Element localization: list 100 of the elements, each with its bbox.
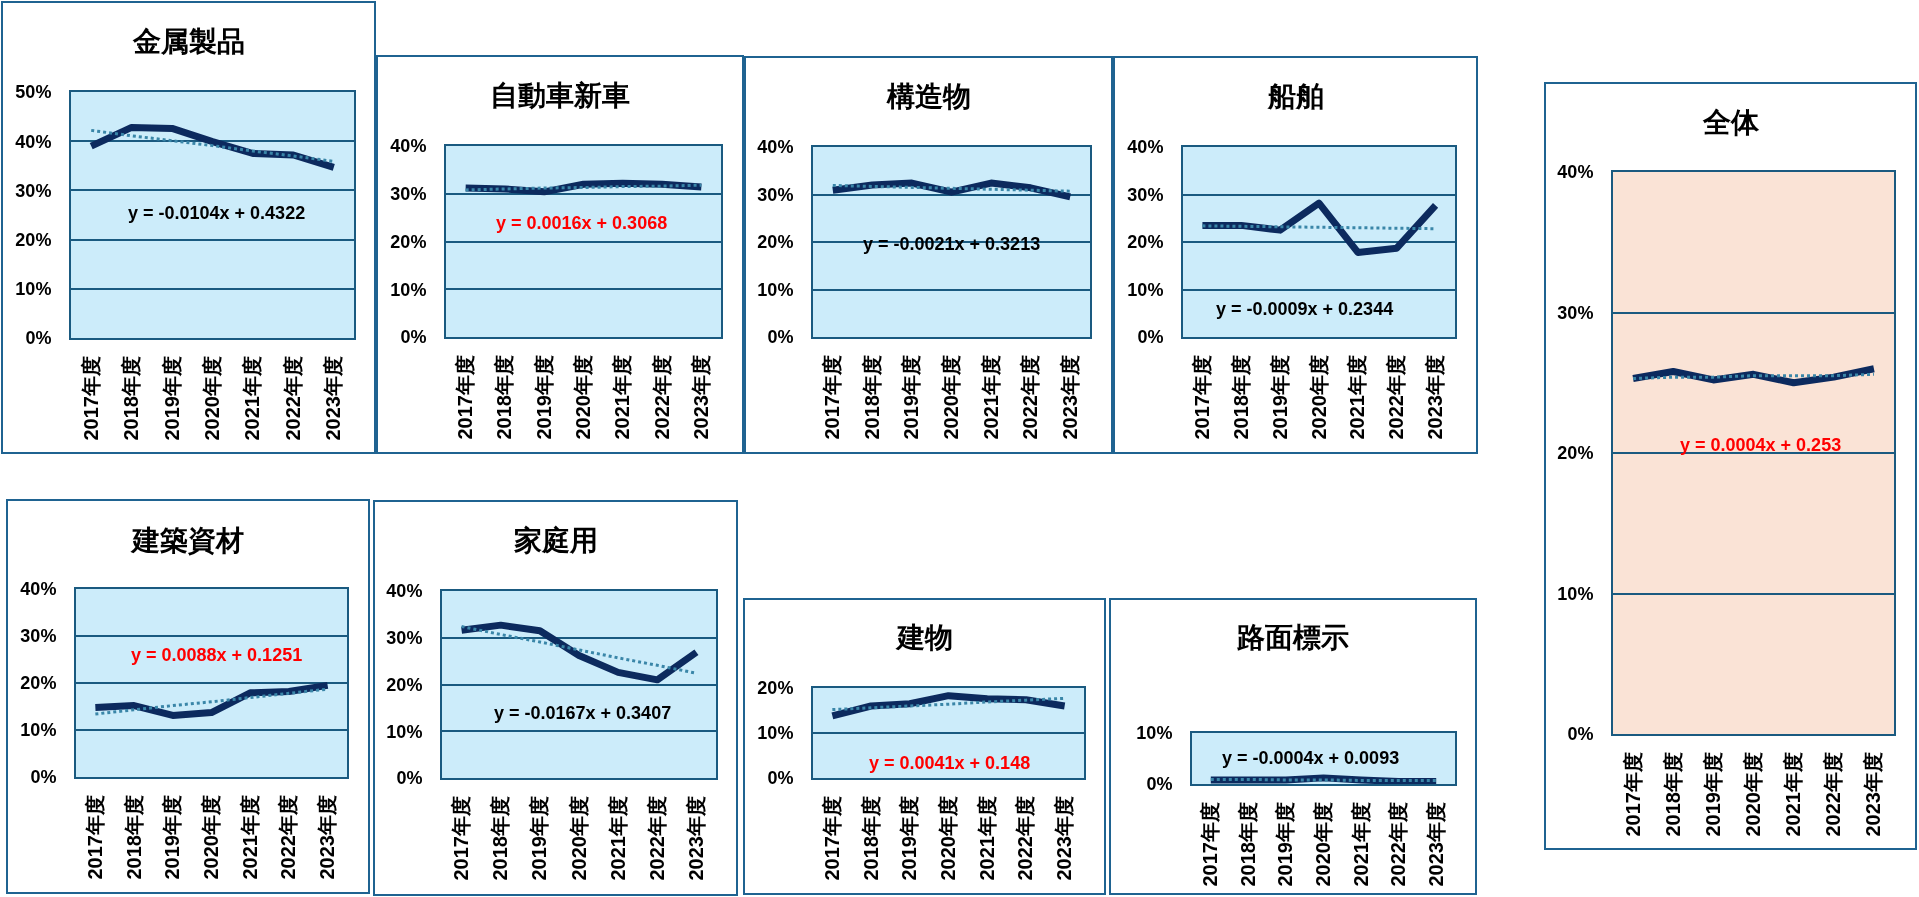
y-tick-label: 30%	[15, 180, 52, 201]
x-tick-label: 2017年度	[79, 356, 102, 441]
y-tick-label: 30%	[386, 628, 423, 649]
y-tick-label: 0%	[1567, 724, 1594, 745]
x-tick-label: 2022年度	[1387, 802, 1410, 887]
x-tick-label: 2019年度	[900, 355, 923, 440]
x-tick-label: 2018年度	[493, 355, 516, 440]
annotation: y = 0.0016x + 0.3068	[496, 213, 668, 233]
y-tick-label: 0%	[25, 328, 52, 349]
x-tick-label: 2021年度	[1782, 752, 1805, 837]
x-tick-label: 2021年度	[241, 356, 264, 441]
y-tick-label: 10%	[15, 279, 52, 300]
annotation: y = 0.0004x + 0.253	[1680, 435, 1842, 455]
x-tick-label: 2021年度	[979, 355, 1002, 440]
y-tick-label: 10%	[757, 723, 794, 744]
x-tick-label: 2020年度	[572, 355, 594, 440]
x-tick-label: 2019年度	[161, 795, 184, 880]
x-tick-label: 2020年度	[940, 355, 962, 440]
x-tick-label: 2018年度	[1236, 802, 1259, 887]
x-tick-label: 2020年度	[201, 356, 223, 441]
y-tick-label: 20%	[757, 232, 794, 253]
y-tick-label: 0%	[1137, 327, 1164, 348]
y-tick-label: 10%	[20, 720, 57, 741]
annotation: y = 0.0041x + 0.148	[869, 753, 1031, 773]
x-tick-label: 2022年度	[1822, 752, 1845, 837]
y-tick-label: 40%	[386, 581, 423, 602]
x-tick-label: 2019年度	[1268, 355, 1291, 440]
x-tick-label: 2017年度	[1199, 802, 1222, 887]
y-tick-label: 10%	[390, 279, 427, 300]
y-tick-label: 20%	[386, 674, 423, 695]
x-tick-label: 2017年度	[450, 796, 473, 881]
y-tick-label: 0%	[400, 327, 427, 348]
chart-title: 自動車新車	[490, 79, 630, 111]
x-tick-label: 2020年度	[567, 796, 590, 881]
y-tick-label: 0%	[767, 327, 794, 348]
y-tick-label: 30%	[1557, 302, 1594, 323]
y-tick-label: 50%	[15, 82, 52, 103]
x-tick-label: 2019年度	[1701, 752, 1724, 837]
chart-title: 建築資材	[130, 524, 244, 556]
x-tick-label: 2017年度	[821, 355, 844, 440]
x-tick-label: 2018年度	[120, 356, 143, 441]
y-tick-label: 40%	[1557, 162, 1594, 183]
y-tick-label: 10%	[386, 721, 423, 742]
x-tick-label: 2019年度	[160, 356, 183, 441]
y-tick-label: 20%	[20, 673, 57, 694]
x-tick-label: 2022年度	[1019, 355, 1042, 440]
x-tick-label: 2022年度	[1014, 796, 1037, 881]
x-tick-label: 2023年度	[322, 356, 345, 441]
x-tick-label: 2023年度	[316, 795, 339, 880]
x-tick-label: 2021年度	[238, 795, 261, 880]
x-tick-label: 2023年度	[1424, 802, 1447, 887]
x-tick-label: 2020年度	[200, 795, 222, 880]
chart-title: 船舶	[1266, 80, 1324, 112]
x-tick-label: 2022年度	[645, 796, 668, 881]
annotation: y = -0.0167x + 0.3407	[494, 703, 672, 723]
x-tick-label: 2020年度	[1742, 752, 1764, 837]
x-tick-label: 2017年度	[1621, 752, 1644, 837]
y-tick-label: 20%	[757, 678, 794, 699]
chart-title: 建物	[894, 621, 953, 653]
y-tick-label: 20%	[1127, 232, 1164, 253]
y-tick-label: 0%	[396, 768, 423, 789]
y-tick-label: 10%	[1136, 723, 1173, 744]
x-tick-label: 2019年度	[528, 796, 551, 881]
x-tick-label: 2022年度	[281, 356, 304, 441]
x-tick-label: 2019年度	[532, 355, 555, 440]
x-tick-label: 2018年度	[859, 796, 882, 881]
y-tick-label: 0%	[1146, 774, 1173, 795]
y-tick-label: 40%	[1127, 137, 1164, 158]
x-tick-label: 2022年度	[650, 355, 673, 440]
y-tick-label: 10%	[757, 279, 794, 300]
y-tick-label: 30%	[390, 184, 427, 205]
x-tick-label: 2023年度	[1862, 752, 1885, 837]
x-tick-label: 2018年度	[1661, 752, 1684, 837]
x-tick-label: 2020年度	[1307, 355, 1330, 440]
x-tick-label: 2021年度	[1349, 802, 1372, 887]
y-tick-label: 30%	[757, 184, 794, 205]
y-tick-label: 0%	[767, 768, 794, 789]
x-tick-label: 2023年度	[1058, 355, 1081, 440]
chart-title: 家庭用	[512, 524, 598, 556]
x-tick-label: 2023年度	[689, 355, 712, 440]
chart-title: 金属製品	[131, 25, 245, 57]
x-tick-label: 2018年度	[860, 355, 883, 440]
x-tick-label: 2023年度	[684, 796, 707, 881]
x-tick-label: 2020年度	[1312, 802, 1334, 887]
y-tick-label: 10%	[1557, 583, 1594, 604]
chart-title: 全体	[1701, 106, 1760, 138]
y-tick-label: 40%	[20, 579, 57, 600]
annotation: y = 0.0088x + 0.1251	[131, 645, 303, 665]
x-tick-label: 2018年度	[1229, 355, 1252, 440]
x-tick-label: 2018年度	[489, 796, 512, 881]
chart-title: 構造物	[885, 80, 971, 112]
y-tick-label: 40%	[757, 137, 794, 158]
x-tick-label: 2021年度	[975, 796, 998, 881]
chart-title: 路面標示	[1236, 621, 1349, 653]
annotation: y = -0.0004x + 0.0093	[1222, 748, 1400, 768]
x-tick-label: 2017年度	[83, 795, 106, 880]
x-tick-label: 2020年度	[937, 796, 959, 881]
y-tick-label: 40%	[15, 131, 52, 152]
x-tick-label: 2018年度	[122, 795, 145, 880]
x-tick-label: 2022年度	[1385, 355, 1408, 440]
